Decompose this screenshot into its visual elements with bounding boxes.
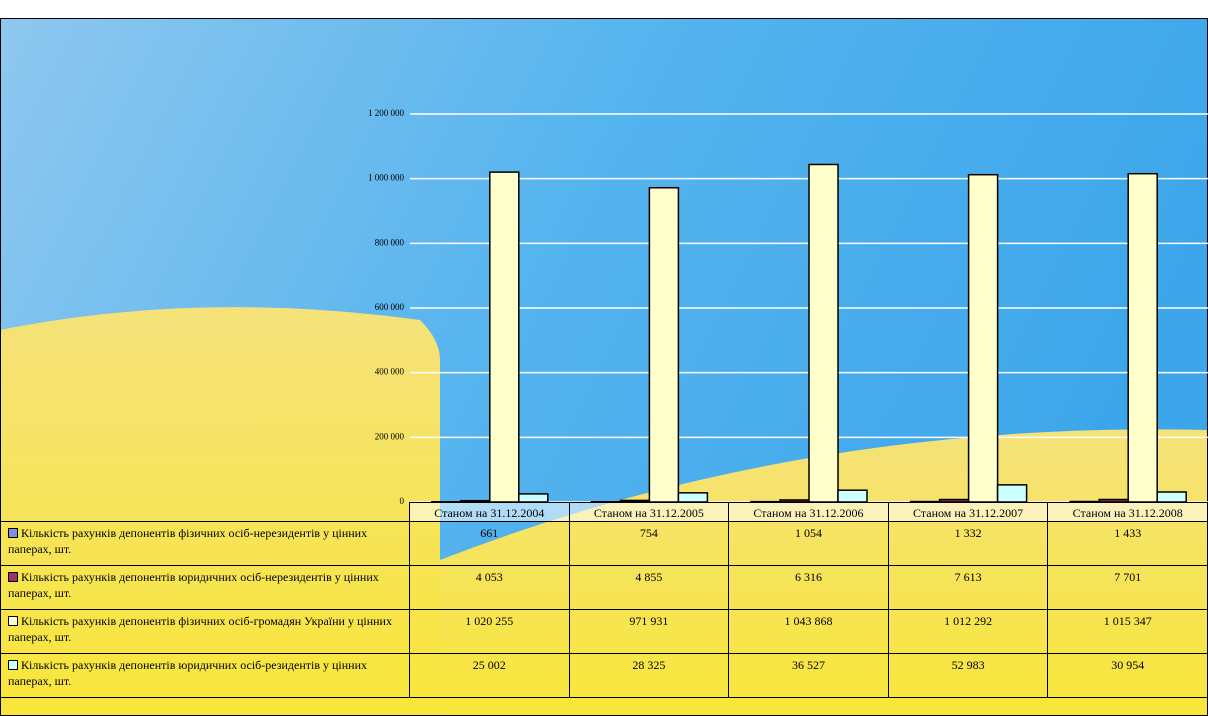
legend-marker xyxy=(8,616,18,626)
bar xyxy=(518,493,549,503)
value-cell: 1 012 292 xyxy=(888,610,1049,654)
legend-label: Кількість рахунків депонентів фізичних о… xyxy=(8,526,368,556)
value-cell: 1 020 255 xyxy=(410,610,570,654)
bar xyxy=(677,492,709,503)
category-header: Станом на 31.12.2007 xyxy=(888,502,1049,522)
legend-marker xyxy=(8,660,18,670)
bar xyxy=(837,489,868,503)
y-tick-label: 0 xyxy=(400,496,405,506)
background-flag-yellow xyxy=(0,307,440,716)
y-tick-label: 800 000 xyxy=(375,237,405,247)
bar xyxy=(648,186,680,503)
legend-label: Кількість рахунків депонентів юридичних … xyxy=(8,658,368,688)
legend-marker xyxy=(8,572,18,582)
bar xyxy=(1156,491,1187,503)
legend-cell: Кількість рахунків депонентів фізичних о… xyxy=(0,610,410,654)
legend-cell: Кількість рахунків депонентів юридичних … xyxy=(0,654,410,698)
legend-marker xyxy=(8,528,18,538)
bar xyxy=(808,163,839,503)
y-tick-label: 200 000 xyxy=(375,431,405,441)
value-cell: 1 433 xyxy=(1048,522,1208,566)
value-cell: 36 527 xyxy=(729,654,889,698)
y-tick-label: 600 000 xyxy=(375,302,405,312)
value-cell: 1 015 347 xyxy=(1048,610,1208,654)
bar xyxy=(489,171,520,503)
category-header: Станом на 31.12.2008 xyxy=(1048,502,1208,522)
legend-label: Кількість рахунків депонентів фізичних о… xyxy=(8,614,392,644)
bar xyxy=(967,173,999,503)
title-strip xyxy=(0,0,1208,18)
bar xyxy=(996,484,1028,503)
value-cell: 25 002 xyxy=(410,654,570,698)
legend-label: Кількість рахунків депонентів юридичних … xyxy=(8,570,379,600)
value-cell: 971 931 xyxy=(569,610,730,654)
legend-cell: Кількість рахунків депонентів фізичних о… xyxy=(0,522,410,566)
value-cell: 30 954 xyxy=(1048,654,1208,698)
category-header: Станом на 31.12.2004 xyxy=(410,502,570,522)
legend-cell: Кількість рахунків депонентів юридичних … xyxy=(0,566,410,610)
value-cell: 4 053 xyxy=(410,566,570,610)
y-tick-label: 1 000 000 xyxy=(368,173,405,183)
value-cell: 7 613 xyxy=(888,566,1049,610)
category-header: Станом на 31.12.2006 xyxy=(729,502,889,522)
value-cell: 6 316 xyxy=(729,566,889,610)
value-cell: 7 701 xyxy=(1048,566,1208,610)
value-cell: 4 855 xyxy=(569,566,730,610)
value-cell: 1 332 xyxy=(888,522,1049,566)
value-cell: 661 xyxy=(410,522,570,566)
value-cell: 754 xyxy=(569,522,730,566)
table-corner xyxy=(0,502,410,522)
category-header: Станом на 31.12.2005 xyxy=(569,502,730,522)
value-cell: 1 043 868 xyxy=(729,610,889,654)
value-cell: 52 983 xyxy=(888,654,1049,698)
value-cell: 1 054 xyxy=(729,522,889,566)
y-tick-label: 400 000 xyxy=(375,367,405,377)
value-cell: 28 325 xyxy=(569,654,730,698)
y-tick-label: 1 200 000 xyxy=(368,108,405,118)
bar xyxy=(1127,172,1158,503)
